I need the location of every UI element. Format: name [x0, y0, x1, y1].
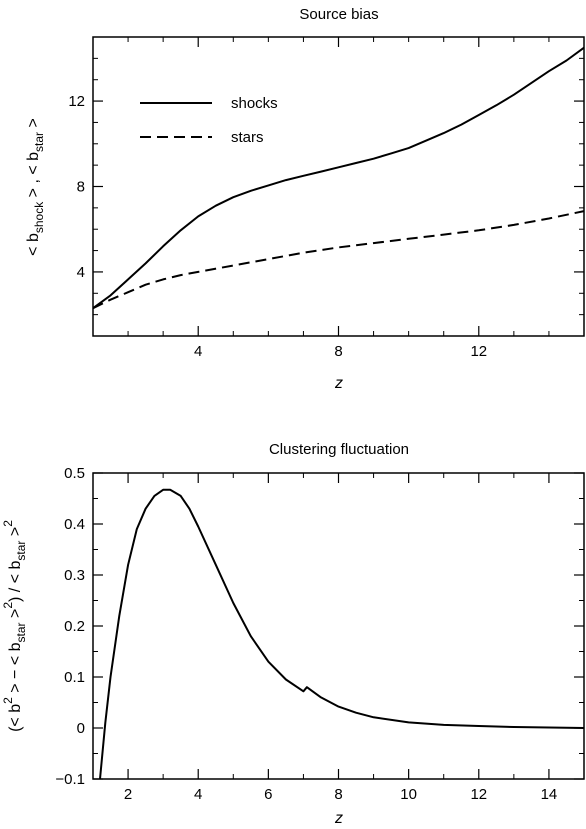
y-tick-label: −0.1 [55, 771, 85, 788]
series-line-series-0 [99, 488, 585, 780]
y-tick-label: 0.4 [64, 516, 85, 533]
x-tick-label: 2 [124, 786, 132, 803]
fluctuation-chart-title: Clustering fluctuation [269, 441, 409, 458]
fluct-ylabel-part: (< b [7, 704, 24, 732]
fluctuation-series-lines [99, 488, 585, 780]
y-tick-label: 8 [77, 179, 85, 196]
x-tick-label: 6 [264, 786, 272, 803]
bias-axis-ticks: 4 8 12 4 8 12 [68, 37, 584, 360]
bias-ylabel-part: > [25, 118, 42, 132]
x-tick-label: 10 [400, 786, 417, 803]
fluct-ylabel-part: > [7, 527, 24, 541]
fluct-ylabel-sup: 2 [1, 520, 15, 527]
y-tick-label: 0.1 [64, 669, 85, 686]
fluctuation-plot-frame [92, 472, 585, 780]
x-tick-label: 12 [470, 786, 487, 803]
fluctuation-x-axis-label: z [334, 810, 343, 827]
bias-x-axis-label: z [334, 375, 343, 392]
fluct-ylabel-part: > [7, 609, 24, 623]
bias-ylabel-part: < b [25, 233, 42, 256]
fluct-ylabel-part: > − < b [7, 642, 24, 697]
y-tick-label: 0 [77, 720, 85, 737]
bias-chart-title: Source bias [299, 6, 378, 23]
bias-ylabel-part: > , < b [25, 152, 42, 202]
fluct-ylabel-sub: star [14, 622, 28, 642]
fluctuation-panel: Clustering fluctuation 2 4 6 8 10 12 14 −0.1 0 0.… [1, 441, 585, 827]
fluct-ylabel-sup: 2 [1, 697, 15, 704]
bias-plot-frame [92, 36, 585, 337]
bias-y-axis-label: < bshock > , < bstar > [25, 118, 46, 256]
fluctuation-axis-ticks: 2 4 6 8 10 12 14 −0.1 0 0.1 0.2 0.3 0.4 0.5 [55, 465, 585, 803]
y-tick-label: 0.5 [64, 465, 85, 482]
x-tick-label: 8 [334, 786, 342, 803]
fluct-ylabel-sub: star [14, 541, 28, 561]
y-tick-label: 12 [68, 93, 85, 110]
x-tick-label: 4 [194, 343, 202, 360]
bias-ylabel-sub: shock [32, 201, 46, 233]
legend-stars-label: stars [231, 129, 264, 146]
series-line-stars [92, 210, 585, 310]
bias-legend: shocks stars [140, 95, 278, 146]
fluct-ylabel-part: ) / < b [7, 561, 24, 602]
x-tick-label: 8 [334, 343, 342, 360]
y-tick-label: 0.3 [64, 567, 85, 584]
legend-shocks-label: shocks [231, 95, 278, 112]
fluctuation-y-axis-label: (< b2 > − < bstar >2) / < bstar >2 [1, 520, 28, 732]
y-tick-label: 4 [77, 264, 85, 281]
x-tick-label: 4 [194, 786, 202, 803]
x-tick-label: 12 [470, 343, 487, 360]
fluct-ylabel-sup: 2 [1, 602, 15, 609]
bias-series-lines [92, 46, 585, 310]
bias-ylabel-sub: star [32, 132, 46, 152]
y-tick-label: 0.2 [64, 618, 85, 635]
series-line-shocks [92, 46, 585, 310]
x-tick-label: 14 [541, 786, 558, 803]
